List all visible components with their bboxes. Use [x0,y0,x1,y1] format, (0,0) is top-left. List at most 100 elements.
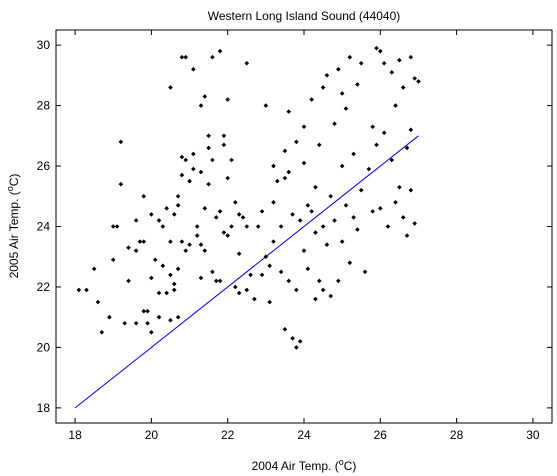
data-point [149,330,154,335]
data-point [328,293,334,299]
x-tick-label: 24 [297,428,311,442]
data-point [187,178,192,184]
y-tick-label: 20 [37,340,51,354]
data-point [374,142,379,148]
data-point [168,272,173,278]
data-point [320,224,326,229]
data-point [255,224,261,229]
data-point [156,290,162,296]
data-point [133,248,139,253]
data-point [259,272,265,278]
data-point [244,60,250,66]
data-point [210,157,215,163]
y-tick-labels: 18 20 22 24 26 28 30 [37,38,51,415]
x-tick-label: 20 [145,428,159,442]
data-point [370,124,375,130]
data-point [160,263,166,269]
data-point [358,187,364,193]
y-tick-label: 30 [37,38,51,52]
data-point [366,166,372,172]
data-point [221,142,227,148]
data-point [149,212,154,217]
data-point [110,224,116,229]
chart-title: Western Long Island Sound (44040) [208,9,401,23]
data-point [301,124,307,130]
data-point [271,239,276,244]
data-point [339,239,345,244]
data-point [286,278,292,284]
data-point [263,103,269,108]
data-point [99,330,105,335]
data-point [126,278,131,284]
data-point [309,209,314,214]
data-point [351,151,356,157]
data-point [145,308,150,314]
data-point [286,169,292,175]
data-point [389,157,395,163]
data-point [355,227,360,232]
x-tick-label: 26 [374,428,388,442]
data-point [297,339,303,344]
data-point [263,254,269,260]
data-point [164,206,169,211]
data-point [271,200,276,205]
data-point [339,163,345,169]
data-point [171,287,177,293]
data-point [252,296,257,302]
data-point [267,299,272,305]
data-point [294,287,299,293]
data-point [381,130,387,136]
data-point [179,172,185,178]
axis-ticks [56,30,552,423]
data-point [393,103,398,108]
data-point [332,121,337,127]
data-point [145,320,150,326]
data-point [198,242,204,247]
data-point [267,263,272,269]
data-point [240,215,246,220]
data-point [282,148,288,154]
data-point [274,178,280,184]
data-points [76,45,421,350]
data-point [332,218,337,223]
y-tick-label: 24 [37,220,51,234]
y-tick-label: 26 [37,159,51,173]
data-point [290,212,295,217]
data-point [160,224,166,229]
data-point [137,239,143,244]
data-point [198,103,204,108]
data-point [381,60,387,66]
data-point [141,193,147,199]
data-point [324,73,330,78]
data-point [309,97,314,102]
data-point [206,145,211,151]
y-axis-label: 2005 Air Temp. (oC) [5,174,21,279]
data-point [397,57,402,63]
data-point [244,287,250,293]
data-point [362,269,368,275]
data-point [400,215,406,220]
reference-line [74,135,419,409]
data-point [187,242,192,247]
data-point [114,224,120,229]
data-point [191,67,196,72]
data-point [236,251,242,257]
x-tick-labels: 18 20 22 24 26 28 30 [68,428,540,442]
data-point [118,139,124,145]
data-point [202,94,208,99]
data-point [217,278,223,284]
data-point [152,257,158,263]
data-point [202,248,208,253]
data-point [221,230,227,235]
data-point [389,70,395,75]
data-point [229,157,234,163]
x-tick-label: 22 [221,428,235,442]
data-point [404,233,410,238]
data-point [282,326,288,332]
x-axis-label: 2004 Air Temp. (oC) [252,457,357,473]
data-point [107,314,112,320]
data-point [336,278,341,284]
data-point [206,133,211,139]
data-point [294,139,299,145]
